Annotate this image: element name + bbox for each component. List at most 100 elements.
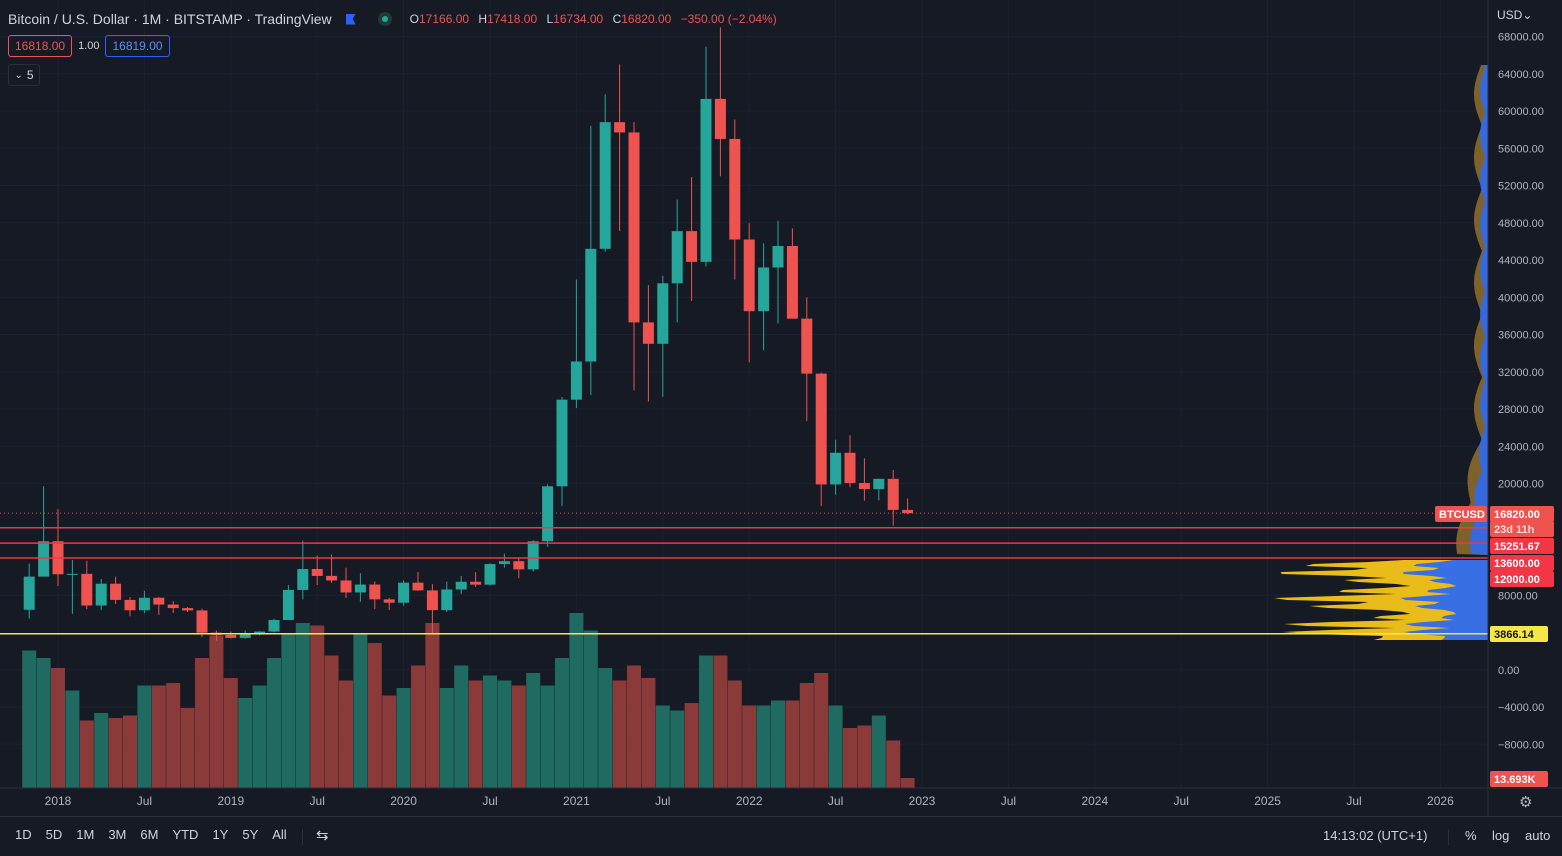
candle-body	[873, 478, 885, 490]
volume-bar	[799, 683, 814, 788]
time-tick-label: 2023	[909, 794, 936, 808]
period-1m[interactable]: 1M	[76, 827, 95, 842]
volume-bar	[195, 658, 209, 788]
price-tick-label: 36000.00	[1498, 330, 1544, 342]
time-tick-label: Jul	[482, 794, 497, 808]
candle-body	[110, 583, 122, 600]
period-1d[interactable]: 1D	[15, 827, 32, 842]
candle-body	[470, 581, 482, 585]
price-tick-label: −8000.00	[1498, 739, 1544, 751]
volume-label-bg	[1490, 771, 1548, 787]
price-tick-label: 52000.00	[1498, 181, 1544, 193]
time-tick-label: Jul	[310, 794, 325, 808]
price-tick-label: 68000.00	[1498, 32, 1544, 44]
volume-bar	[425, 623, 440, 788]
level3-label: 12000.00	[1494, 574, 1540, 586]
volume-bar	[727, 680, 742, 788]
time-tick-label: 2025	[1254, 794, 1281, 808]
candle-body	[642, 322, 654, 344]
date-range-icon[interactable]: ⇆	[316, 827, 329, 844]
price-tick-label: −4000.00	[1498, 702, 1544, 714]
volume-bar	[339, 680, 353, 788]
volume-bar	[598, 668, 613, 788]
period-6m[interactable]: 6M	[140, 827, 159, 842]
candle-body	[729, 138, 741, 240]
price-tick-label: 56000.00	[1498, 143, 1544, 155]
volume-bar	[123, 715, 137, 788]
volume-bar	[238, 698, 253, 788]
period-ytd[interactable]: YTD	[172, 827, 199, 842]
sell-button[interactable]: 16818.00	[8, 35, 73, 57]
candle-body	[542, 486, 554, 542]
candle-body	[81, 573, 93, 606]
candle-body	[124, 599, 136, 611]
log-toggle[interactable]: log	[1492, 828, 1510, 843]
low-value: 16734.00	[553, 12, 604, 26]
volume-bar	[612, 680, 627, 788]
volume-bar	[36, 658, 51, 788]
auto-toggle[interactable]: auto	[1525, 828, 1551, 843]
volume-bar	[65, 690, 80, 788]
period-3m[interactable]: 3M	[108, 827, 127, 842]
candle-body	[153, 597, 165, 605]
settings-gear-icon[interactable]: ⚙	[1519, 794, 1533, 811]
candle-body	[340, 580, 352, 593]
open-value: 17166.00	[419, 12, 470, 26]
flag-icon[interactable]	[345, 13, 356, 25]
volume-bar	[785, 700, 800, 788]
volume-bar	[22, 650, 37, 788]
candle-body	[498, 561, 510, 565]
price-tick-label: 0.00	[1498, 665, 1519, 677]
candle-body	[297, 568, 309, 590]
period-5d[interactable]: 5D	[45, 827, 63, 842]
volume-bar	[367, 643, 382, 788]
buy-button[interactable]: 16819.00	[105, 35, 170, 57]
volume-bar	[51, 668, 65, 788]
time-tick-label: 2024	[1081, 794, 1108, 808]
percent-toggle[interactable]: %	[1465, 828, 1477, 843]
candle-body	[614, 122, 626, 133]
period-1y[interactable]: 1Y	[212, 827, 229, 842]
price-tick-label: 24000.00	[1498, 441, 1544, 453]
candle-body	[138, 597, 150, 611]
volume-bar	[871, 715, 886, 788]
volume-bar	[814, 673, 829, 788]
time-tick-label: 2020	[390, 794, 417, 808]
candle-body	[599, 122, 611, 249]
volume-bar	[857, 725, 872, 788]
trade-panel: 16818.00 1.00 16819.00	[8, 35, 170, 57]
candle-body	[585, 248, 597, 362]
time-tick-label: Jul	[1174, 794, 1189, 808]
volume-bar	[756, 705, 771, 788]
volume-profile-upper-down	[1469, 65, 1488, 555]
candle-body	[196, 610, 208, 633]
period-all[interactable]: All	[272, 827, 287, 842]
chart-title: Bitcoin / U.S. Dollar · 1M · BITSTAMP · …	[8, 11, 332, 27]
volume-bar	[526, 673, 541, 788]
time-tick-label: 2018	[45, 794, 72, 808]
currency-selector[interactable]: USD⌄	[1497, 8, 1533, 22]
clock[interactable]: 14:13:02 (UTC+1)	[1323, 828, 1428, 843]
countdown-label: 23d 11h	[1494, 524, 1535, 536]
candle-body	[398, 582, 410, 603]
volume-bar	[670, 710, 685, 788]
indicators-toggle[interactable]: ⌄ 5	[8, 64, 40, 86]
candle-body	[369, 584, 381, 600]
volume-bar	[483, 675, 497, 788]
bottom-toolbar: 1D 5D 1M 3M 6M YTD 1Y 5Y All ⇆ 14:13:02 …	[0, 816, 1562, 856]
volume-bar	[627, 665, 641, 788]
candle-body	[743, 239, 755, 312]
high-value: 17418.00	[487, 12, 538, 26]
candle-body	[700, 98, 712, 262]
spread-value: 1.00	[78, 40, 100, 52]
price-tick-label: 28000.00	[1498, 404, 1544, 416]
market-status-icon[interactable]	[377, 12, 392, 26]
candle-body	[412, 582, 424, 591]
time-tick-label: 2026	[1427, 794, 1454, 808]
period-5y[interactable]: 5Y	[242, 827, 259, 842]
volume-bar	[742, 705, 757, 788]
candle-body	[455, 581, 467, 590]
volume-bar	[583, 630, 598, 788]
candle-body	[354, 584, 366, 593]
